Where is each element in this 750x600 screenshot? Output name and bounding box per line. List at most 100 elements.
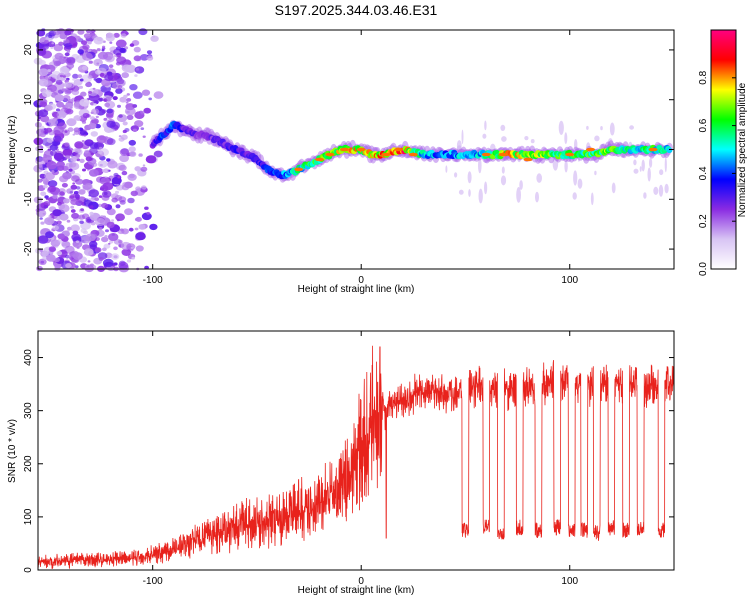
noise-blob: [52, 225, 59, 231]
streak-blob: [564, 132, 568, 145]
noise-blob: [135, 167, 141, 172]
ridge-peak: [294, 167, 304, 172]
noise-blob: [115, 88, 123, 94]
streak-blob: [500, 175, 507, 186]
streak-blob: [564, 160, 568, 173]
noise-blob: [107, 160, 118, 169]
noise-blob: [63, 198, 70, 204]
ridge-peak: [394, 147, 404, 152]
noise-blob: [138, 224, 146, 230]
noise-blob: [71, 212, 80, 219]
noise-blob: [71, 89, 80, 96]
noise-blob: [96, 48, 101, 52]
spectrogram-y-tick-label: -10: [23, 192, 34, 207]
noise-blob: [44, 195, 49, 199]
noise-blob: [83, 248, 94, 256]
streak-blob: [647, 167, 651, 182]
streak-blob: [535, 191, 539, 203]
noise-blob: [141, 89, 151, 96]
noise-blob: [94, 197, 100, 202]
noise-blob: [46, 161, 58, 170]
noise-blob: [84, 264, 94, 273]
noise-blob: [41, 250, 49, 257]
noise-blob: [106, 32, 115, 40]
ridge-peak: [565, 152, 575, 157]
noise-blob: [140, 111, 145, 115]
noise-blob: [99, 146, 103, 150]
noise-blob: [72, 133, 76, 136]
noise-blob: [73, 115, 82, 121]
colorbar-tick-label: 0.2: [698, 214, 709, 228]
noise-blob: [37, 235, 49, 244]
noise-blob: [81, 40, 88, 45]
noise-blob: [134, 218, 139, 221]
noise-blob: [44, 104, 53, 111]
noise-blob: [72, 78, 76, 81]
noise-blob: [153, 91, 164, 99]
noise-blob: [65, 263, 72, 269]
noise-blob: [102, 258, 114, 268]
snr-x-label: Height of straight line (km): [298, 585, 415, 596]
streak-blob: [586, 125, 589, 130]
noise-blob: [110, 253, 120, 260]
noise-blob: [144, 206, 149, 210]
noise-blob: [54, 94, 64, 102]
noise-blob: [118, 164, 127, 171]
noise-blob: [36, 48, 47, 57]
noise-blob: [40, 191, 47, 197]
noise-blob: [39, 101, 48, 108]
noise-blob: [62, 172, 72, 180]
streak-blob: [536, 173, 542, 183]
noise-blob: [87, 169, 90, 172]
noise-blob: [61, 183, 68, 188]
noise-blob: [87, 260, 91, 263]
streak-blob: [530, 139, 535, 144]
ridge-peak: [498, 152, 508, 157]
noise-blob: [46, 254, 56, 262]
colorbar-gradient: [711, 30, 736, 269]
ridge-peak: [381, 152, 391, 157]
noise-blob: [131, 256, 135, 260]
noise-blob: [113, 32, 120, 38]
streak-blob: [643, 192, 647, 199]
streak-blob: [649, 158, 653, 168]
noise-blob: [113, 48, 123, 56]
spectrogram-marks: [33, 28, 673, 273]
noise-blob: [45, 127, 53, 133]
noise-blob: [81, 213, 90, 220]
noise-blob: [117, 176, 121, 179]
noise-blob: [128, 146, 136, 153]
colorbar-tick-label: 0.4: [698, 166, 709, 180]
noise-blob: [90, 131, 99, 137]
noise-blob: [126, 243, 136, 251]
snr-x-tick-label: 0: [358, 576, 364, 587]
noise-blob: [121, 248, 132, 256]
streak-blob: [478, 188, 483, 204]
ridge-peak: [315, 157, 324, 162]
noise-blob: [97, 51, 109, 60]
noise-blob: [118, 135, 122, 138]
streak-blob: [500, 124, 506, 131]
noise-blob: [49, 150, 58, 156]
noise-blob: [132, 91, 143, 99]
noise-blob: [89, 240, 98, 248]
noise-blob: [138, 28, 148, 36]
noise-blob: [70, 156, 77, 162]
spectrogram-y-tick-label: 20: [23, 44, 34, 56]
noise-blob: [87, 41, 92, 45]
noise-blob: [60, 116, 64, 119]
noise-blob: [101, 49, 105, 52]
noise-blob: [67, 226, 72, 231]
streak-blob: [519, 180, 523, 190]
noise-blob: [56, 251, 63, 256]
noise-blob: [62, 148, 73, 157]
noise-blob: [78, 67, 83, 70]
noise-blob: [116, 56, 127, 65]
snr-frame: [37, 330, 675, 571]
noise-blob: [81, 120, 87, 124]
noise-blob: [87, 75, 93, 79]
noise-blob: [104, 102, 111, 108]
noise-blob: [117, 85, 123, 89]
